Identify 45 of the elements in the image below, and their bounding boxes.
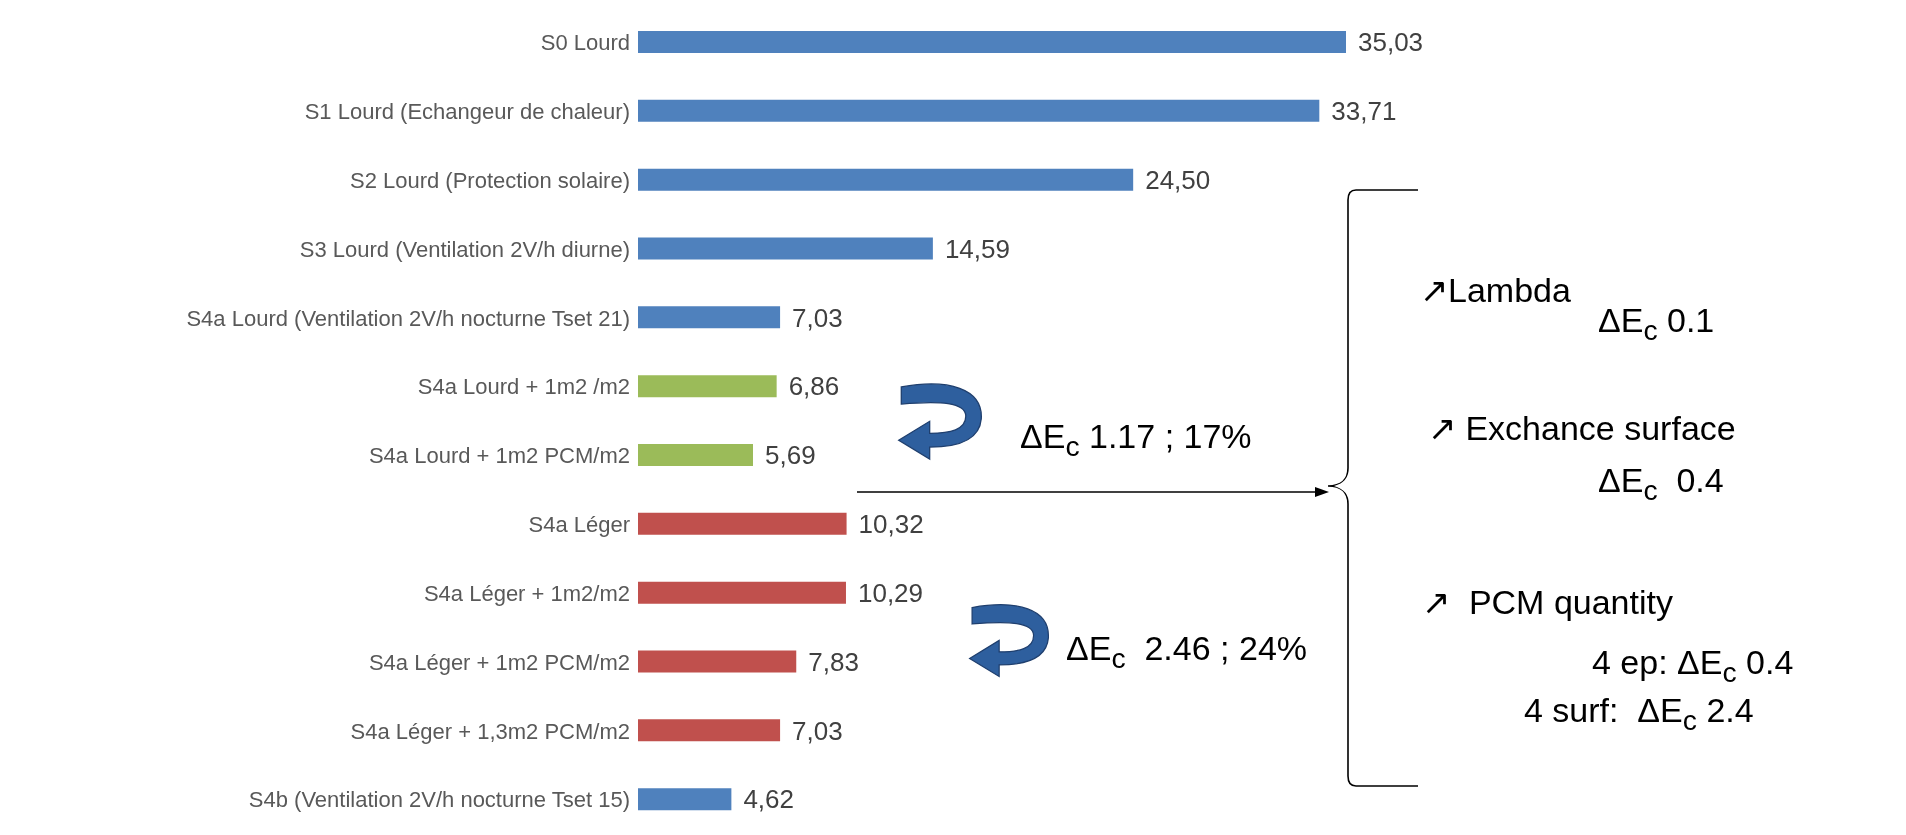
text: ↗ PCM quantity xyxy=(1422,582,1673,623)
text: ΔE$_{c}$ 0.1 xyxy=(1598,300,1715,348)
data-label: 7,03 xyxy=(792,715,843,746)
data-label: 10,29 xyxy=(857,577,924,608)
y-tick-label: S4a Léger + 1m2/m2 xyxy=(423,580,630,606)
data-label: 5,69 xyxy=(765,440,816,471)
y-tick-label: S4b (Ventilation 2V/h nocturne Tset 15) xyxy=(248,787,630,813)
data-label: 24,50 xyxy=(1145,164,1211,195)
y-tick-label: S4a Léger xyxy=(528,512,630,538)
y-tick-label: S0 Lourd xyxy=(540,30,630,56)
text: 4 surf: ΔE$_{c}$ 2.4 xyxy=(1524,690,1754,738)
text: ↗Lambda xyxy=(1420,270,1571,311)
y-tick-label: S4a Léger + 1,3m2 PCM/m2 xyxy=(350,718,630,744)
bar xyxy=(638,512,847,535)
text: 4 ep: ΔE$_{c}$ 0.4 xyxy=(1592,642,1794,690)
text: ΔE$_{c}$ 0.4 xyxy=(1598,460,1724,508)
bar xyxy=(638,31,1346,53)
bar xyxy=(638,581,846,604)
bar xyxy=(638,168,1134,191)
data-label: 6,86 xyxy=(788,371,840,402)
y-tick-label: S4a Léger + 1m2 PCM/m2 xyxy=(368,649,630,675)
data-label: 7,83 xyxy=(808,646,859,677)
y-tick-label: S2 Lourd (Protection solaire) xyxy=(349,167,630,193)
y-tick-label: S3 Lourd (Ventilation 2V/h diurne) xyxy=(299,236,630,262)
bar xyxy=(638,444,753,466)
data-label: 35,03 xyxy=(1358,27,1424,58)
bar xyxy=(638,719,781,742)
bar xyxy=(638,306,781,329)
bar xyxy=(638,650,797,673)
y-tick-label: S4a Lourd (Ventilation 2V/h nocturne Tset 21) xyxy=(186,305,630,331)
bar xyxy=(638,237,933,260)
text: ↗ Exchance surface xyxy=(1428,408,1736,449)
bar xyxy=(638,99,1320,122)
data-label: 33,71 xyxy=(1331,96,1397,127)
data-label: 4,62 xyxy=(743,784,794,815)
bar xyxy=(638,375,777,398)
data-label: 7,03 xyxy=(792,302,843,333)
y-tick-label: S4a Lourd + 1m2 PCM/m2 xyxy=(368,443,630,469)
annotation: ΔE$_{c}$ 2.46 ; 24% xyxy=(1066,628,1308,676)
bar xyxy=(638,788,732,811)
data-label: 14,59 xyxy=(944,233,1010,264)
y-tick-label: S1 Lourd (Echangeur de chaleur) xyxy=(304,99,630,125)
annotation: ΔE$_{c}$ 1.17 ; 17% xyxy=(1020,416,1252,464)
y-tick-label: S4a Lourd + 1m2 /m2 xyxy=(417,374,630,400)
data-label: 10,32 xyxy=(858,509,924,540)
